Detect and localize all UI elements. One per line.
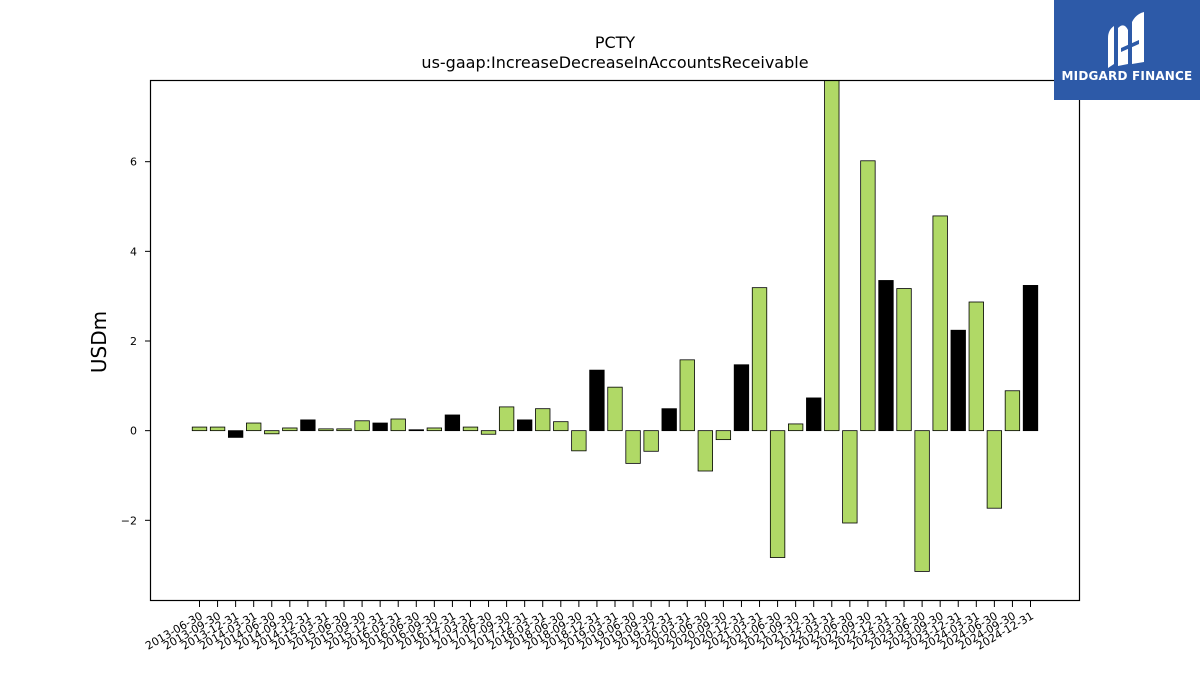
plot-frame xyxy=(149,79,1081,602)
chart-subtitle: us-gaap:IncreaseDecreaseInAccountsReceiv… xyxy=(421,53,808,72)
bar-2015-06-30 xyxy=(336,428,352,432)
bar-2018-09-30 xyxy=(571,430,587,452)
bar-2018-12-31 xyxy=(589,369,605,432)
bar-2024-12-31 xyxy=(1022,285,1039,432)
bar-2022-03-31 xyxy=(824,81,840,432)
bar-2021-12-31 xyxy=(806,397,822,432)
y-axis-label: USDm xyxy=(87,311,111,373)
y-tick-label: 4 xyxy=(130,245,137,258)
bar-2023-06-30 xyxy=(914,430,930,572)
bar-2020-12-31 xyxy=(733,364,750,432)
bar-2024-03-31 xyxy=(968,301,984,432)
bar-2022-09-30 xyxy=(860,160,876,432)
logo-text: MIDGARD FINANCE xyxy=(1061,69,1193,83)
bar-2017-12-31 xyxy=(517,419,533,432)
bar-2018-03-31 xyxy=(535,408,551,432)
bar-2015-09-30 xyxy=(354,420,370,432)
bar-2024-06-30 xyxy=(986,430,1003,509)
midgard-logo-icon xyxy=(1108,12,1144,68)
bar-2019-06-30 xyxy=(625,430,641,464)
bar-2014-06-30 xyxy=(264,430,280,435)
bar-2021-03-31 xyxy=(751,287,768,432)
bar-2016-12-31 xyxy=(444,414,461,432)
bar-2019-12-31 xyxy=(661,408,677,432)
bar-2013-06-30 xyxy=(191,426,208,432)
chart-title: PCTY xyxy=(595,33,636,52)
bar-2014-03-31 xyxy=(246,422,262,432)
bar-2015-12-31 xyxy=(372,422,388,432)
bar-2016-09-30 xyxy=(426,427,443,432)
bar-2013-09-30 xyxy=(209,426,226,432)
bar-2021-06-30 xyxy=(769,430,786,558)
x-axis: 2013-06-302013-09-302013-12-312014-03-31… xyxy=(143,601,1036,653)
bar-2020-03-31 xyxy=(679,359,695,432)
bar-2018-06-30 xyxy=(553,421,569,432)
y-tick-label: 0 xyxy=(130,425,137,438)
bar-2016-03-31 xyxy=(390,418,406,432)
bar-2014-12-31 xyxy=(300,419,316,432)
bar-2022-06-30 xyxy=(842,430,858,524)
bar-2019-09-30 xyxy=(643,430,659,452)
bar-2020-06-30 xyxy=(697,430,713,472)
bar-2017-09-30 xyxy=(498,406,515,432)
bar-2013-12-31 xyxy=(227,430,244,438)
bar-2021-09-30 xyxy=(788,423,804,432)
bar-2023-03-31 xyxy=(896,288,912,432)
bar-2017-06-30 xyxy=(480,430,497,435)
bar-2023-09-30 xyxy=(932,215,948,432)
bars-group xyxy=(191,81,1039,572)
y-axis: −2 0 2 4 6 xyxy=(121,156,151,527)
bar-2023-12-31 xyxy=(950,329,966,432)
bar-2022-12-31 xyxy=(878,280,894,432)
y-tick-label: −2 xyxy=(121,514,137,527)
y-tick-label: 2 xyxy=(130,335,137,348)
bar-2014-09-30 xyxy=(282,427,298,432)
bar-2015-03-31 xyxy=(318,428,334,432)
bar-2017-03-31 xyxy=(462,426,479,432)
brand-logo: MIDGARD FINANCE xyxy=(1054,0,1200,100)
bar-2020-09-30 xyxy=(715,430,732,441)
bar-2024-09-30 xyxy=(1004,390,1021,432)
bar-2016-06-30 xyxy=(408,429,424,432)
bar-2019-03-31 xyxy=(607,386,623,432)
y-tick-label: 6 xyxy=(130,156,137,169)
